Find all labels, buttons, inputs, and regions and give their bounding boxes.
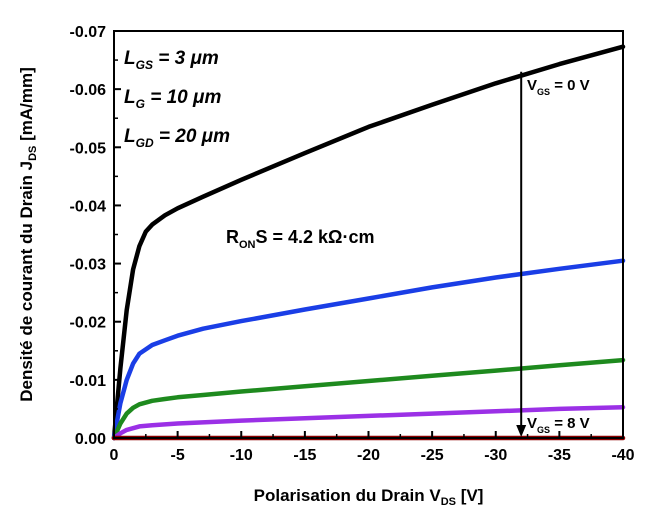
x-tick-label: 0 [110, 447, 119, 464]
series-line-1 [111, 44, 626, 441]
annot-layer: LGS = 3 μm LG = 10 μm LGD = 20 μm RONS = 4.… [124, 48, 590, 437]
x-tick-label: -20 [357, 447, 380, 464]
vgs-0v-label: VGS = 0 V [527, 77, 590, 97]
y-tick-label: -0.02 [70, 315, 107, 332]
series-line-4 [111, 404, 626, 441]
x-tick-label: -40 [611, 447, 634, 464]
y-tick-label: 0.00 [75, 431, 106, 448]
series-line-2 [111, 258, 626, 441]
y-tick-label: -0.04 [70, 198, 107, 215]
x-tick-label: -25 [421, 447, 444, 464]
y-axis-title: Densité de courant du Drain JDS [mA/mm] [17, 67, 39, 402]
series-line-3 [111, 357, 626, 441]
param-label-2: LG = 10 μm [124, 87, 221, 111]
x-tick-label: -15 [293, 447, 316, 464]
y-tick-label: -0.07 [70, 24, 107, 41]
y-tick-label: -0.01 [70, 373, 107, 390]
vgs-8v-label: VGS = 8 V [527, 415, 590, 435]
y-tick-label: -0.05 [70, 140, 107, 157]
x-tick-label: -35 [548, 447, 571, 464]
y-tick-label: -0.06 [70, 82, 107, 99]
x-tick-label: -5 [171, 447, 185, 464]
x-axis-title: Polarisation du Drain VDS [V] [254, 486, 484, 508]
param-label-1: LGS = 3 μm [124, 48, 219, 72]
x-tick-label: -30 [484, 447, 507, 464]
y-tick-label: -0.03 [70, 257, 107, 274]
vgs-arrow-head [516, 425, 527, 437]
x-tick-label: -10 [230, 447, 253, 464]
tick-layer: 0 -5 -10 -15 -20 -25 -30 -35 -40 0.00 -0.01 -0.02 -0… [70, 24, 635, 464]
param-label-3: LGD = 20 μm [124, 126, 230, 150]
ron-label: RONS = 4.2 kΩ·cm [226, 227, 375, 251]
